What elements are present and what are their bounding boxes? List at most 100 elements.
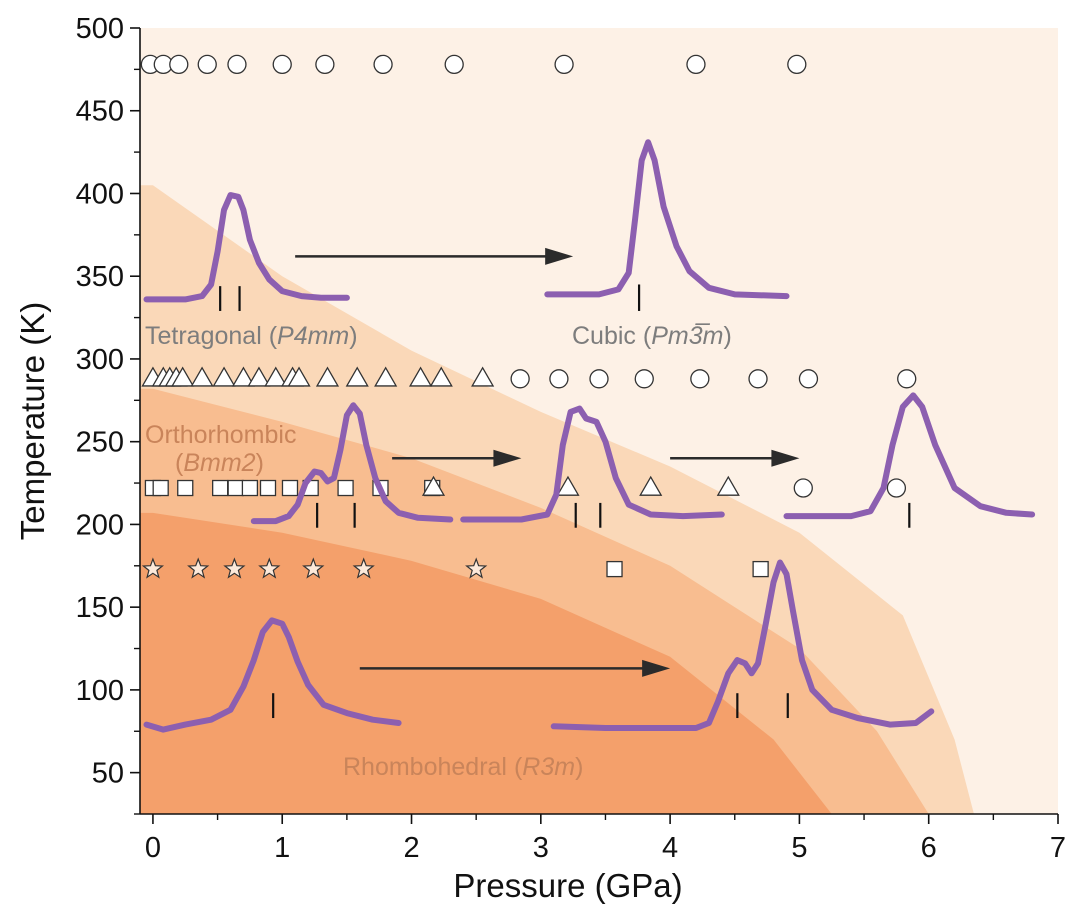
y-tick-label: 200 bbox=[76, 509, 124, 541]
cubic-open: ( bbox=[643, 322, 652, 350]
circle-marker bbox=[554, 54, 574, 75]
transition-arrow bbox=[359, 659, 671, 677]
cubic-name: Cubic bbox=[572, 322, 643, 350]
square-marker bbox=[152, 479, 169, 497]
cubic-close: ) bbox=[723, 322, 731, 350]
star-marker bbox=[302, 557, 325, 579]
orthorhombic-space-group: Bmm2 bbox=[183, 449, 255, 477]
spectrum-curve bbox=[143, 617, 402, 733]
spectrum-inset-7 bbox=[550, 559, 935, 731]
tetragonal-open: ( bbox=[269, 322, 278, 350]
spectrum-inset-3 bbox=[250, 402, 454, 528]
y-tick-label: 300 bbox=[76, 344, 124, 376]
square-marker bbox=[606, 560, 623, 578]
orthorhombic-open: ( bbox=[175, 449, 184, 477]
circle-marker bbox=[897, 369, 917, 389]
phase-label-orthorhombic: Orthorhombic bbox=[145, 421, 296, 449]
x-tick-label: 1 bbox=[274, 832, 290, 864]
circle-marker bbox=[169, 54, 189, 75]
triangle-marker bbox=[408, 366, 433, 387]
arrow-head bbox=[642, 659, 671, 677]
circle-marker bbox=[444, 54, 464, 75]
y-tick-label: 150 bbox=[76, 592, 124, 624]
circle-marker bbox=[510, 369, 530, 389]
triangle-marker bbox=[556, 475, 580, 496]
spectrum-inset-1 bbox=[143, 192, 350, 311]
spectrum-curve bbox=[250, 402, 454, 525]
square-marker bbox=[177, 479, 194, 497]
triangle-marker bbox=[264, 366, 288, 387]
triangle-marker bbox=[171, 366, 195, 387]
spectrum-curve bbox=[460, 405, 725, 523]
spectrum-curve bbox=[544, 139, 790, 300]
triangle-marker bbox=[421, 475, 446, 496]
x-tick-label: 6 bbox=[921, 832, 937, 864]
star-marker bbox=[352, 557, 375, 579]
triangle-marker bbox=[374, 366, 398, 387]
triangle-marker bbox=[639, 475, 663, 496]
tetragonal-name: Tetragonal bbox=[145, 322, 269, 350]
x-tick-label: 3 bbox=[533, 832, 549, 864]
arrow-head bbox=[493, 449, 522, 467]
triangle-marker bbox=[212, 366, 236, 387]
phase-label-cubic: Cubic (Pm3̅m) bbox=[572, 322, 732, 350]
y-tick-label: 500 bbox=[76, 13, 124, 45]
circle-marker bbox=[227, 54, 247, 75]
triangle-marker bbox=[247, 366, 271, 387]
y-tick-label: 250 bbox=[76, 427, 124, 459]
triangle-marker bbox=[471, 366, 495, 387]
circle-marker bbox=[886, 478, 907, 498]
triangle-marker bbox=[231, 366, 256, 387]
circle-marker bbox=[197, 54, 217, 75]
rhombohedral-space-group: R3m bbox=[522, 753, 575, 781]
y-tick-label: 350 bbox=[76, 261, 124, 293]
x-tick-label: 5 bbox=[791, 832, 807, 864]
triangle-marker bbox=[429, 366, 453, 387]
transition-arrow bbox=[670, 449, 800, 467]
square-marker bbox=[212, 479, 229, 497]
spectrum-inset-4 bbox=[460, 405, 725, 528]
y-tick-label: 450 bbox=[76, 96, 124, 128]
x-tick-label: 4 bbox=[662, 832, 678, 864]
spectrum-curve bbox=[550, 559, 935, 731]
transition-arrow bbox=[392, 449, 522, 467]
triangle-marker bbox=[287, 366, 311, 387]
star-marker bbox=[465, 557, 488, 579]
star-marker bbox=[141, 557, 165, 579]
rhombohedral-open: ( bbox=[514, 753, 523, 781]
triangle-marker bbox=[190, 366, 214, 387]
rhombohedral-name: Rhombohedral bbox=[343, 753, 514, 781]
circle-marker bbox=[748, 369, 768, 389]
x-tick-label: 2 bbox=[403, 832, 419, 864]
y-axis-title: Temperature (K) bbox=[14, 302, 51, 540]
cubic-space-group: Pm3̅m bbox=[651, 322, 723, 350]
circle-marker bbox=[690, 369, 710, 389]
square-marker bbox=[241, 479, 259, 497]
triangle-marker bbox=[716, 475, 740, 496]
y-tick-label: 50 bbox=[92, 758, 124, 790]
star-marker bbox=[187, 557, 210, 579]
circle-marker bbox=[549, 369, 569, 389]
axes: 0 1 2 3 4 5 6 7 50 100 150 200 250 300 350 400 450 500 bbox=[76, 13, 1065, 864]
x-tick-label: 0 bbox=[145, 832, 161, 864]
orthorhombic-name: Orthorhombic bbox=[145, 421, 296, 449]
square-marker bbox=[281, 479, 299, 497]
orthorhombic-close: ) bbox=[256, 449, 264, 477]
rhombohedral-close: ) bbox=[575, 753, 583, 781]
spectrum-inset-5 bbox=[783, 392, 1036, 528]
region-rhombohedral bbox=[140, 512, 832, 814]
circle-marker bbox=[589, 369, 609, 389]
transition-arrows bbox=[295, 247, 800, 677]
spectrum-inset-2 bbox=[544, 139, 790, 311]
triangle-marker bbox=[345, 366, 369, 387]
x-tick-label: 7 bbox=[1050, 832, 1065, 864]
spectrum-curve bbox=[783, 392, 1036, 520]
phase-label-tetragonal: Tetragonal (P4mm) bbox=[145, 322, 358, 350]
tetragonal-space-group: P4mm bbox=[277, 322, 349, 350]
circle-marker bbox=[793, 478, 813, 498]
transition-arrow bbox=[295, 247, 574, 265]
circle-marker bbox=[272, 54, 292, 75]
data-markers bbox=[140, 54, 917, 579]
circle-marker bbox=[373, 54, 393, 75]
